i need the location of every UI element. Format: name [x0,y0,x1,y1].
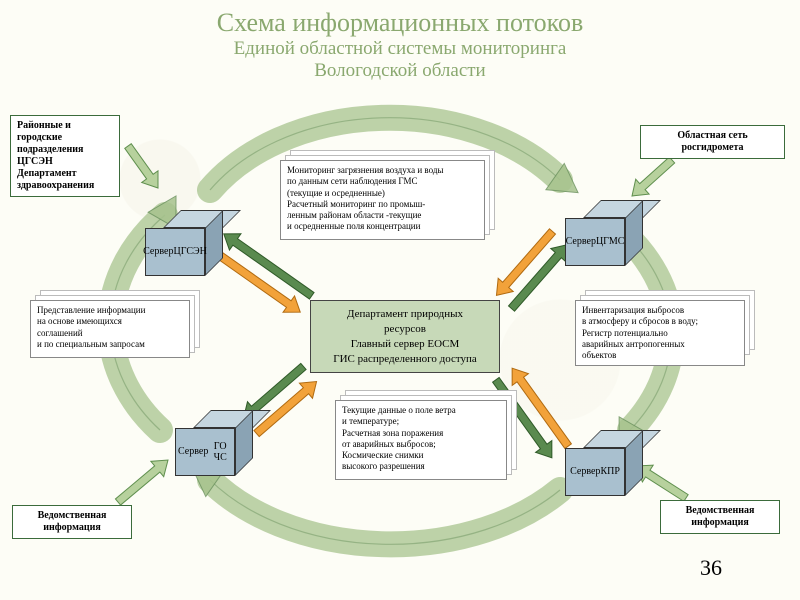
server-label-line: ЦГМС [596,236,624,248]
center-line: ГИС распределенного доступа [321,352,489,367]
note-n_left: Представление информациина основе имеющи… [30,300,190,358]
note-line: (текущие и осредненные) [287,188,478,199]
note-n_bottom: Текущие данные о поле ветраи температуре… [335,400,507,480]
server-cube-gochs: СерверГО ЧС [175,410,253,476]
corner-box-line: росгидромета [647,142,778,154]
corner-box-line: здравоохранения [17,180,113,192]
server-label-line: ЦГСЭН [173,246,206,258]
server-label-line: ГО ЧС [208,441,232,464]
note-line: аварийных антропогенных [582,339,738,350]
server-cube-cgms: СерверЦГМС [565,200,643,266]
note-line: Космические снимки [342,450,500,461]
corner-box-line: информация [667,517,773,529]
server-front-gochs: СерверГО ЧС [175,428,235,476]
corner-box-line: Ведомственная [667,505,773,517]
note-line: и по специальным запросам [37,339,183,350]
center-server-box: Департамент природныхресурсовГлавный сер… [310,300,500,373]
server-front-kpr: СерверКПР [565,448,625,496]
server-label-line: Сервер [178,446,208,458]
server-front-cgsen: СерверЦГСЭН [145,228,205,276]
server-cube-cgsen: СерверЦГСЭН [145,210,223,276]
server-label-line: Сервер [570,466,600,478]
server-front-cgms: СерверЦГМС [565,218,625,266]
server-cube-kpr: СерверКПР [565,430,643,496]
corner-box-tl: Районные игородскиеподразделенияЦГСЭНДеп… [10,115,120,197]
server-label-line: Сервер [566,236,596,248]
note-line: Регистр потенциально [582,328,738,339]
center-line: ресурсов [321,322,489,337]
note-line: Представление информации [37,305,183,316]
corner-box-br: Ведомственнаяинформация [660,500,780,534]
note-line: и осредненные поля концентрации [287,221,478,232]
corner-box-line: городские [17,132,113,144]
corner-box-line: Ведомственная [19,510,125,522]
corner-box-line: подразделения [17,144,113,156]
note-line: ленным районам области -текущие [287,210,478,221]
center-line: Департамент природных [321,307,489,322]
note-n_right: Инвентаризация выбросовв атмосферу и сбр… [575,300,745,366]
center-line: Главный сервер ЕОСМ [321,337,489,352]
corner-box-tr: Областная сетьросгидромета [640,125,785,159]
note-line: и температуре; [342,416,500,427]
note-line: Инвентаризация выбросов [582,305,738,316]
note-line: по данным сети наблюдения ГМС [287,176,478,187]
note-line: в атмосферу и сбросов в воду; [582,316,738,327]
corner-box-line: Департамент [17,168,113,180]
corner-box-line: ЦГСЭН [17,156,113,168]
note-line: от аварийных выбросов; [342,439,500,450]
corner-box-bl: Ведомственнаяинформация [12,505,132,539]
server-label-line: Сервер [143,246,173,258]
server-label-line: КПР [600,466,619,478]
note-line: высокого разрешения [342,461,500,472]
corner-box-line: информация [19,522,125,534]
page-number: 36 [700,555,722,581]
note-line: соглашений [37,328,183,339]
note-line: Текущие данные о поле ветра [342,405,500,416]
note-line: Расчетная зона поражения [342,428,500,439]
note-line: Мониторинг загрязнения воздуха и воды [287,165,478,176]
corner-box-line: Районные и [17,120,113,132]
note-line: объектов [582,350,738,361]
corner-box-line: Областная сеть [647,130,778,142]
note-line: Расчетный мониторинг по промыш- [287,199,478,210]
note-line: на основе имеющихся [37,316,183,327]
note-n_top: Мониторинг загрязнения воздуха и водыпо … [280,160,485,240]
